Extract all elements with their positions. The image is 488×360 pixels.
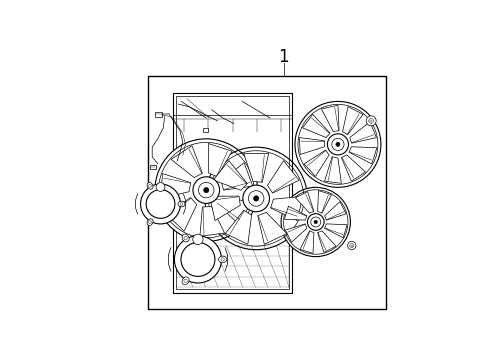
Polygon shape [317,231,335,252]
Polygon shape [348,147,376,164]
Circle shape [368,118,373,123]
Bar [176,96,288,289]
Circle shape [331,138,344,150]
Circle shape [148,184,151,187]
Circle shape [281,187,350,257]
Ellipse shape [218,256,226,263]
Circle shape [183,279,187,283]
Polygon shape [160,174,190,198]
Polygon shape [200,207,224,237]
Circle shape [146,190,175,219]
Polygon shape [295,192,313,213]
Circle shape [248,191,264,206]
Polygon shape [299,231,313,253]
Circle shape [181,242,214,276]
Bar [173,93,292,293]
Polygon shape [221,163,252,190]
Circle shape [307,214,324,230]
Polygon shape [257,212,286,244]
Circle shape [155,139,257,242]
Polygon shape [208,144,232,177]
Bar [148,76,386,309]
Circle shape [183,237,187,240]
Polygon shape [341,155,365,181]
Circle shape [174,236,221,283]
Bar [203,128,208,132]
Polygon shape [217,196,251,224]
Ellipse shape [178,201,184,207]
Polygon shape [299,138,324,154]
Circle shape [203,188,208,193]
Circle shape [140,184,180,224]
Polygon shape [304,150,328,176]
Circle shape [192,234,203,244]
Polygon shape [324,224,346,238]
Circle shape [253,196,258,201]
Polygon shape [166,198,196,231]
Ellipse shape [182,277,189,285]
Polygon shape [243,153,268,182]
Circle shape [349,243,353,248]
Circle shape [294,102,380,187]
Bar [150,165,156,169]
Polygon shape [284,206,306,220]
Ellipse shape [147,219,153,225]
Circle shape [221,258,224,261]
Circle shape [148,221,151,224]
Circle shape [335,142,339,147]
Circle shape [313,220,317,224]
Polygon shape [349,122,376,143]
Polygon shape [270,196,302,221]
Bar [155,112,162,117]
Polygon shape [225,210,251,244]
Circle shape [198,183,214,198]
Circle shape [347,242,355,250]
Polygon shape [321,105,339,131]
Circle shape [366,116,375,126]
Polygon shape [209,196,240,221]
Circle shape [243,185,269,212]
Circle shape [327,134,348,155]
Polygon shape [213,161,247,190]
Ellipse shape [147,183,153,189]
Polygon shape [267,161,299,193]
Polygon shape [342,107,362,135]
Polygon shape [324,157,341,183]
Circle shape [193,177,219,203]
Polygon shape [171,146,202,177]
Polygon shape [317,190,331,213]
Polygon shape [285,224,306,242]
Polygon shape [324,202,346,220]
Circle shape [180,203,183,205]
Circle shape [310,217,320,227]
Text: 1: 1 [278,48,288,66]
Polygon shape [302,114,329,138]
Ellipse shape [182,234,189,242]
Circle shape [156,183,164,192]
